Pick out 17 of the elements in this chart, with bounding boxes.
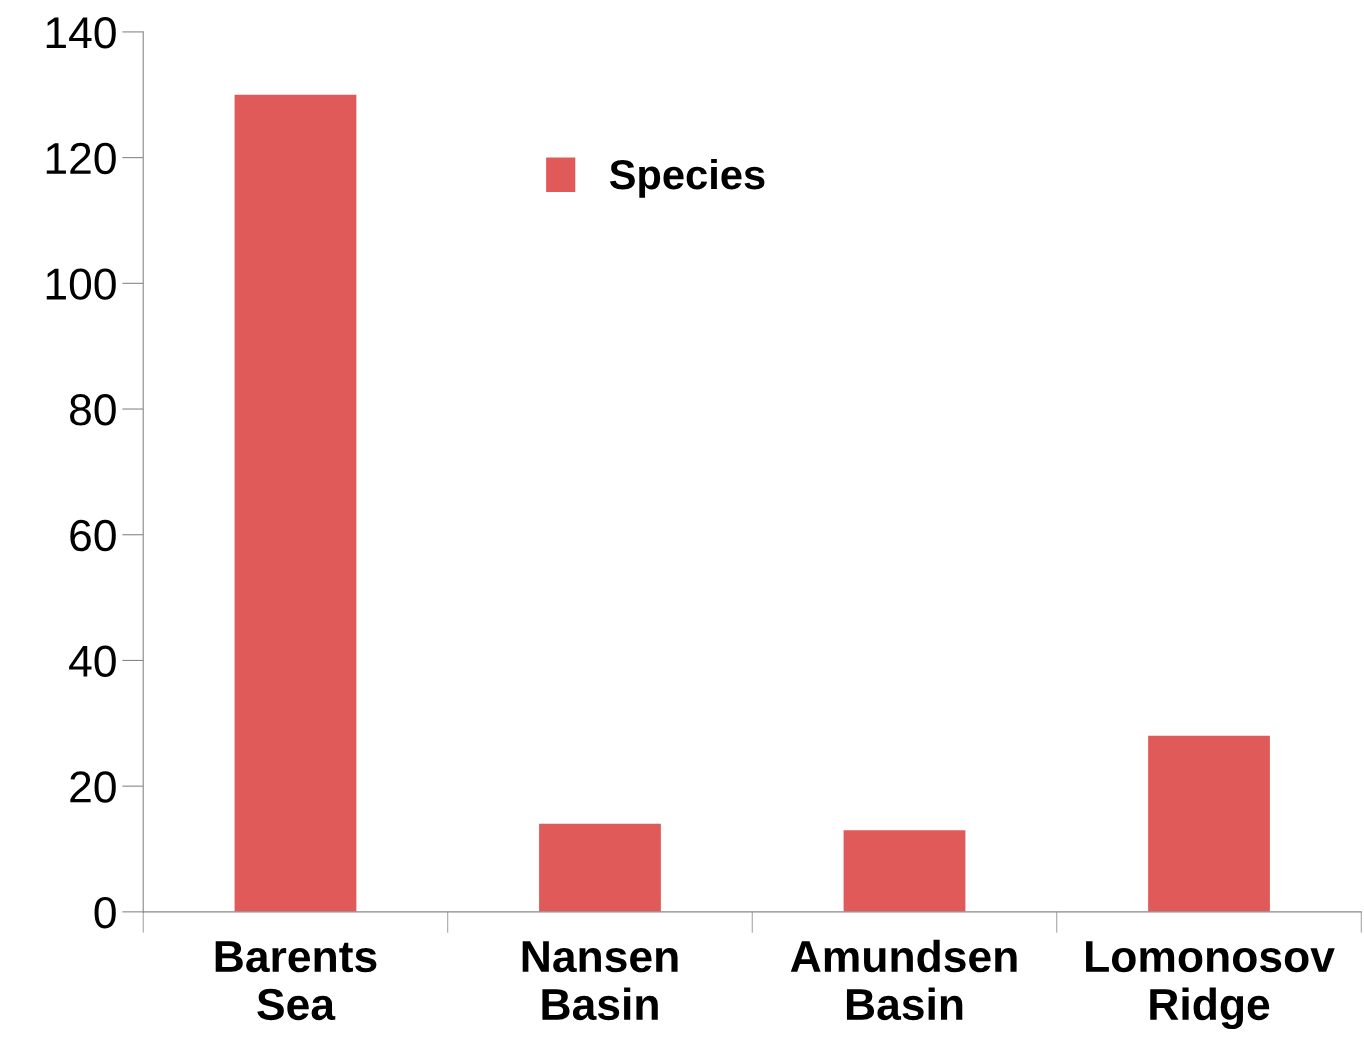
y-tick-label: 100: [46, 268, 116, 300]
x-tick-label: Barents Sea: [215, 941, 377, 1021]
bar: [1148, 735, 1270, 912]
y-tick-label: 120: [46, 142, 116, 175]
y-tick-label: 40: [69, 645, 116, 677]
x-tick-label: Nansen Basin: [522, 941, 678, 1021]
y-tick-label: 140: [46, 16, 116, 49]
y-tick-label: 80: [70, 394, 116, 426]
bar: [539, 823, 661, 912]
y-tick-label: 60: [70, 519, 116, 552]
legend-label: Species: [609, 158, 765, 198]
x-tick-label: Amundsen Basin: [790, 939, 1017, 1021]
bar: [843, 830, 966, 912]
y-tick-label: 20: [70, 771, 116, 803]
x-tick-label: Lomonosov Ridge: [1086, 941, 1335, 1030]
y-tick-label: 0: [94, 896, 116, 929]
bar: [234, 94, 357, 912]
